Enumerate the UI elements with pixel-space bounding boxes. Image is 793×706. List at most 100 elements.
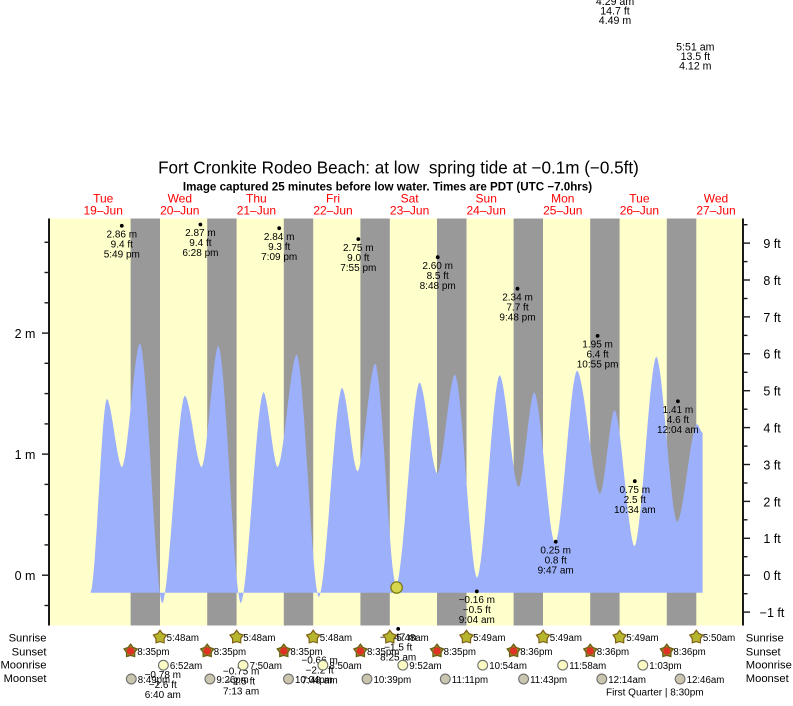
- svg-text:Tue: Tue: [93, 192, 114, 206]
- svg-text:5:48am: 5:48am: [320, 633, 352, 644]
- svg-text:5:49 pm: 5:49 pm: [104, 250, 140, 261]
- svg-text:20–Jun: 20–Jun: [160, 204, 199, 218]
- svg-text:8:36pm: 8:36pm: [673, 647, 705, 658]
- svg-text:7.7 ft: 7.7 ft: [506, 302, 528, 313]
- svg-text:7:50am: 7:50am: [250, 661, 282, 672]
- svg-text:5:48am: 5:48am: [396, 633, 428, 644]
- svg-text:12:14am: 12:14am: [608, 675, 646, 686]
- svg-text:−2.5 ft: −2.5 ft: [227, 677, 255, 688]
- svg-text:9.4 ft: 9.4 ft: [189, 238, 211, 249]
- svg-text:Wed: Wed: [704, 192, 728, 206]
- svg-text:Sat: Sat: [401, 192, 420, 206]
- svg-text:11:58am: 11:58am: [569, 661, 606, 672]
- svg-text:11:43pm: 11:43pm: [530, 675, 567, 686]
- svg-text:Sun: Sun: [476, 192, 497, 206]
- svg-text:Moonrise: Moonrise: [746, 660, 792, 672]
- svg-text:Sunset: Sunset: [12, 646, 48, 658]
- svg-text:6:28 pm: 6:28 pm: [182, 248, 218, 259]
- svg-text:7:09 pm: 7:09 pm: [261, 252, 297, 263]
- svg-text:7:13 am: 7:13 am: [223, 687, 259, 698]
- svg-text:−0.47 m: −0.47 m: [380, 633, 416, 644]
- svg-text:Moonrise: Moonrise: [0, 660, 46, 672]
- svg-text:9.3 ft: 9.3 ft: [268, 242, 290, 253]
- svg-text:13.5 ft: 13.5 ft: [681, 51, 711, 63]
- svg-text:6:52am: 6:52am: [170, 661, 202, 672]
- svg-text:5 ft: 5 ft: [763, 385, 781, 399]
- svg-text:2 m: 2 m: [15, 327, 36, 341]
- svg-text:5:49am: 5:49am: [550, 633, 582, 644]
- svg-text:2.84 m: 2.84 m: [264, 232, 295, 243]
- svg-text:9:04 am: 9:04 am: [459, 615, 495, 626]
- svg-text:0 m: 0 m: [15, 569, 36, 583]
- svg-text:10:55 pm: 10:55 pm: [577, 360, 619, 371]
- svg-text:−0.5 ft: −0.5 ft: [463, 605, 491, 616]
- svg-text:6.4 ft: 6.4 ft: [586, 350, 608, 361]
- svg-text:−2.6 ft: −2.6 ft: [149, 680, 177, 691]
- svg-text:4 ft: 4 ft: [763, 422, 781, 436]
- svg-text:8 ft: 8 ft: [763, 274, 781, 288]
- svg-text:9:26pm: 9:26pm: [216, 675, 248, 686]
- svg-text:9 ft: 9 ft: [763, 237, 781, 251]
- svg-text:25–Jun: 25–Jun: [543, 204, 582, 218]
- svg-text:9.0 ft: 9.0 ft: [347, 253, 369, 264]
- svg-text:7:48 am: 7:48 am: [302, 676, 338, 687]
- svg-text:8:36pm: 8:36pm: [597, 647, 629, 658]
- svg-text:4.49 m: 4.49 m: [599, 15, 632, 27]
- svg-text:0.25 m: 0.25 m: [540, 545, 571, 556]
- svg-text:8:50am: 8:50am: [329, 661, 361, 672]
- svg-text:4.12 m: 4.12 m: [679, 60, 712, 72]
- svg-text:0.75 m: 0.75 m: [620, 485, 651, 496]
- svg-text:5:48am: 5:48am: [243, 633, 275, 644]
- svg-text:Sunset: Sunset: [746, 646, 782, 658]
- svg-text:5:50am: 5:50am: [703, 633, 735, 644]
- svg-text:Fri: Fri: [326, 192, 340, 206]
- svg-text:2.87 m: 2.87 m: [185, 228, 216, 239]
- svg-text:1 ft: 1 ft: [763, 532, 781, 546]
- svg-text:10:54am: 10:54am: [489, 661, 527, 672]
- svg-text:10:34 am: 10:34 am: [614, 505, 656, 516]
- svg-text:10:39pm: 10:39pm: [374, 675, 412, 686]
- svg-text:−1 ft: −1 ft: [760, 606, 785, 620]
- svg-text:7 ft: 7 ft: [763, 311, 781, 325]
- svg-text:24–Jun: 24–Jun: [467, 204, 506, 218]
- svg-text:10:04pm: 10:04pm: [295, 675, 333, 686]
- svg-text:5:48am: 5:48am: [167, 633, 199, 644]
- svg-text:Mon: Mon: [551, 192, 574, 206]
- svg-text:1:03pm: 1:03pm: [649, 661, 681, 672]
- svg-text:Moonset: Moonset: [4, 673, 48, 685]
- svg-text:3 ft: 3 ft: [763, 458, 781, 472]
- svg-text:0 ft: 0 ft: [763, 569, 781, 583]
- svg-text:−2.2 ft: −2.2 ft: [306, 666, 334, 677]
- svg-text:2.86 m: 2.86 m: [107, 230, 138, 241]
- svg-text:12:04 am: 12:04 am: [657, 425, 699, 436]
- svg-text:23–Jun: 23–Jun: [390, 204, 429, 218]
- svg-text:5:49am: 5:49am: [626, 633, 658, 644]
- svg-text:8:35pm: 8:35pm: [137, 647, 169, 658]
- svg-text:−0.16 m: −0.16 m: [459, 595, 495, 606]
- svg-text:2 ft: 2 ft: [763, 495, 781, 509]
- svg-text:21–Jun: 21–Jun: [237, 204, 276, 218]
- svg-text:9:47 am: 9:47 am: [538, 565, 574, 576]
- svg-text:6:40 am: 6:40 am: [145, 690, 181, 701]
- svg-text:8:35pm: 8:35pm: [367, 647, 399, 658]
- svg-text:8:25 am: 8:25 am: [380, 653, 416, 664]
- svg-text:8:48 pm: 8:48 pm: [420, 281, 456, 292]
- svg-text:0.8 ft: 0.8 ft: [545, 555, 567, 566]
- svg-text:Moonset: Moonset: [746, 673, 790, 685]
- svg-text:5:51 am: 5:51 am: [676, 42, 714, 54]
- svg-text:Image captured 25 minutes befo: Image captured 25 minutes before low wat…: [183, 181, 592, 194]
- svg-text:11:11pm: 11:11pm: [452, 675, 488, 686]
- svg-text:−1.5 ft: −1.5 ft: [384, 643, 412, 654]
- svg-text:1.95 m: 1.95 m: [582, 340, 613, 351]
- svg-text:Sunrise: Sunrise: [9, 633, 47, 645]
- svg-text:19–Jun: 19–Jun: [84, 204, 123, 218]
- svg-text:4:29 am: 4:29 am: [596, 0, 634, 8]
- svg-text:2.60 m: 2.60 m: [422, 261, 453, 272]
- svg-text:4.6 ft: 4.6 ft: [667, 415, 689, 426]
- svg-text:8:49pm: 8:49pm: [138, 675, 170, 686]
- svg-text:−0.75 m: −0.75 m: [223, 667, 259, 678]
- svg-text:14.7 ft: 14.7 ft: [600, 5, 630, 17]
- svg-text:1 m: 1 m: [15, 448, 36, 462]
- svg-text:27–Jun: 27–Jun: [696, 204, 735, 218]
- svg-text:12:46am: 12:46am: [687, 675, 725, 686]
